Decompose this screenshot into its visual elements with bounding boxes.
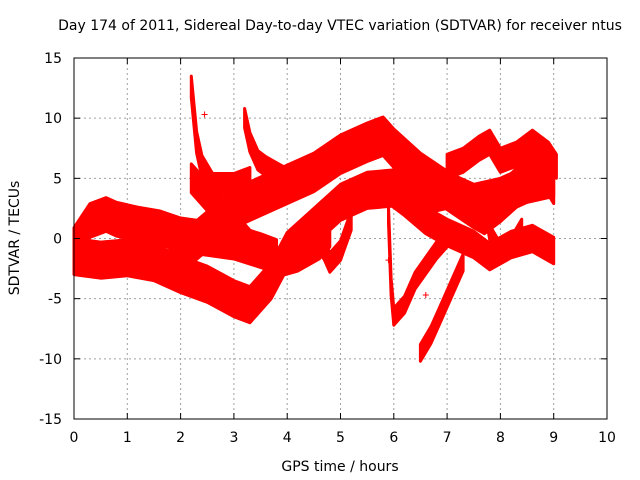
plot-area	[72, 74, 558, 363]
scatter-point-band	[243, 107, 289, 190]
y-tick-label: 15	[44, 51, 62, 67]
y-tick-label: -5	[48, 292, 62, 308]
scatter-point-band	[418, 252, 465, 363]
x-tick-label: 2	[176, 430, 185, 446]
x-tick-label: 0	[70, 430, 79, 446]
y-axis-label: SDTVAR / TECUs	[7, 181, 23, 296]
x-tick-label: 3	[229, 430, 238, 446]
scatter-point-band	[168, 115, 556, 278]
y-tick-label: 5	[53, 171, 62, 187]
x-tick-label: 5	[336, 430, 345, 446]
scatter-point-band	[312, 209, 353, 274]
x-tick-label: 1	[123, 430, 132, 446]
scatter-point	[482, 134, 489, 141]
x-tick-label: 9	[549, 430, 558, 446]
y-tick-label: -10	[39, 352, 62, 368]
scatter-point	[385, 257, 392, 264]
scatter-point	[201, 111, 208, 118]
axis-ticks: 0 1 2 3 4 5 6 7 8 9 10 15 10 5 0 -5 -10 -15	[39, 51, 616, 446]
y-tick-label: 0	[53, 232, 62, 248]
scatter-point-band	[189, 162, 332, 279]
scatter-point-band	[482, 193, 524, 260]
x-tick-label: 10	[598, 430, 616, 446]
y-tick-label: 10	[44, 111, 62, 127]
y-tick-label: -15	[39, 412, 62, 428]
x-tick-label: 8	[496, 430, 505, 446]
scatter-point-band	[189, 74, 252, 197]
chart-title: Day 174 of 2011, Sidereal Day-to-day VTE…	[58, 18, 622, 34]
x-tick-label: 7	[443, 430, 452, 446]
x-tick-label: 4	[283, 430, 292, 446]
x-axis-label: GPS time / hours	[281, 459, 398, 475]
scatter-point	[422, 292, 429, 299]
x-tick-label: 6	[389, 430, 398, 446]
scatter-point-band	[445, 128, 558, 180]
